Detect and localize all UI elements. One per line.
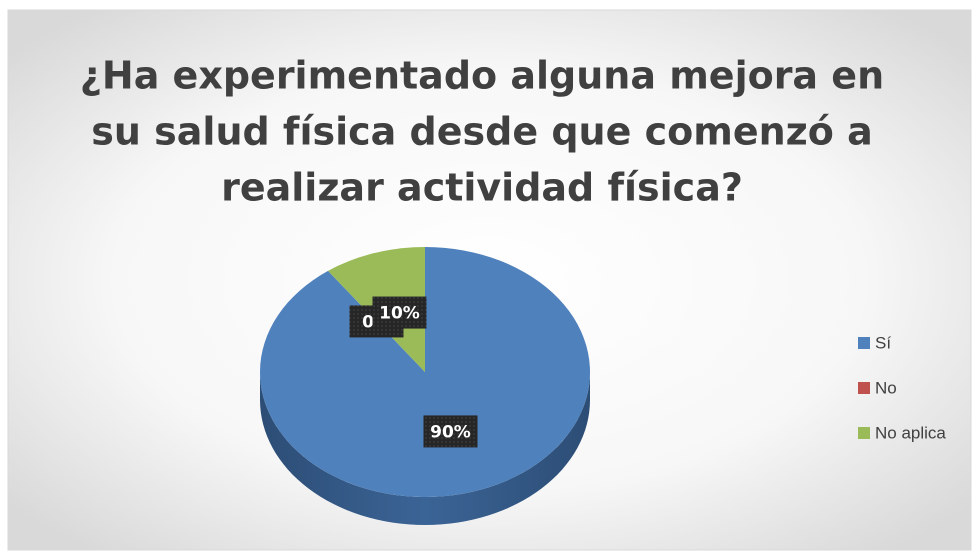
legend-swatch — [858, 382, 870, 394]
data-label: 90% — [430, 422, 471, 442]
chart-title: ¿Ha experimentado alguna mejora en — [80, 54, 884, 98]
legend-swatch — [858, 427, 870, 439]
data-label-box — [423, 415, 478, 448]
data-label-box — [372, 296, 427, 329]
legend-label: Sí — [875, 333, 891, 352]
data-label: 10% — [379, 304, 420, 324]
legend-label: No — [875, 378, 897, 397]
pie-slice — [259, 247, 590, 498]
chart-title: su salud física desde que comenzó a — [91, 110, 872, 154]
legend-swatch — [858, 337, 870, 349]
legend-label: No aplica — [875, 423, 946, 442]
pie-side — [260, 372, 590, 525]
chart-title: realizar actividad física? — [221, 166, 743, 210]
